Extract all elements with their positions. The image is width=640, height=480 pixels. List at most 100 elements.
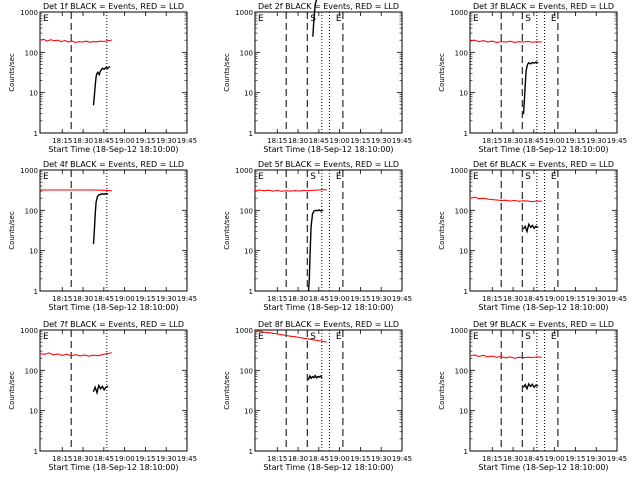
data-point xyxy=(53,40,55,42)
data-point xyxy=(527,40,529,43)
data-point xyxy=(105,386,107,388)
y-tick-label: 100 xyxy=(25,367,38,375)
data-point xyxy=(500,355,502,358)
data-point xyxy=(57,353,59,355)
event-annotation: E xyxy=(473,332,479,342)
data-point xyxy=(524,384,526,386)
data-point xyxy=(308,278,310,280)
data-point xyxy=(97,71,99,73)
data-point xyxy=(491,198,493,201)
chart-title: Det 3f BLACK = Events, RED = LLD xyxy=(473,2,614,11)
data-point xyxy=(482,40,484,42)
y-tick-label: 100 xyxy=(240,367,253,375)
data-point xyxy=(103,389,105,391)
y-axis-label: Counts/sec xyxy=(8,211,16,250)
y-tick-label: 100 xyxy=(240,49,253,57)
data-point xyxy=(314,375,316,377)
x-tick-label: 19:00 xyxy=(330,137,350,145)
x-tick-label: 19:30 xyxy=(371,295,391,303)
x-tick-label: 18:15 xyxy=(267,455,287,463)
data-point xyxy=(95,201,97,203)
data-point xyxy=(528,383,530,385)
data-point xyxy=(276,333,278,335)
data-point xyxy=(522,228,525,230)
x-tick-label: 19:30 xyxy=(586,455,606,463)
data-point xyxy=(272,332,274,334)
data-point xyxy=(254,189,256,192)
data-point xyxy=(496,41,498,44)
x-axis-label: Start Time (18-Sep-12 18:10:00) xyxy=(48,303,178,312)
data-point xyxy=(107,67,109,69)
chart-title: Det 2f BLACK = Events, RED = LLD xyxy=(258,2,399,11)
data-point xyxy=(95,76,97,78)
data-point xyxy=(307,378,310,380)
data-point xyxy=(319,375,322,377)
x-tick-label: 18:30 xyxy=(503,295,523,303)
x-tick-label: 18:15 xyxy=(52,295,72,303)
data-point xyxy=(94,213,96,215)
x-tick-label: 19:30 xyxy=(156,455,176,463)
data-point xyxy=(509,40,511,42)
data-point xyxy=(540,356,542,358)
y-tick-label: 1 xyxy=(249,448,253,456)
x-tick-label: 19:30 xyxy=(156,295,176,303)
x-tick-label: 19:00 xyxy=(545,295,565,303)
y-tick-label: 10 xyxy=(244,408,253,416)
data-point xyxy=(533,386,535,388)
data-point xyxy=(263,331,265,333)
x-tick-label: 19:30 xyxy=(586,137,606,145)
y-tick-label: 100 xyxy=(25,207,38,215)
data-point xyxy=(307,290,310,292)
chart-title: Det 5f BLACK = Events, RED = LLD xyxy=(258,160,399,169)
data-point xyxy=(535,384,537,386)
data-point xyxy=(513,41,516,44)
data-point xyxy=(101,67,103,69)
plot-frame xyxy=(39,169,188,292)
data-point xyxy=(487,356,489,358)
x-tick-label: 18:30 xyxy=(503,137,523,145)
data-point xyxy=(101,189,103,191)
data-point xyxy=(318,209,320,211)
data-point xyxy=(93,230,95,233)
event-annotation: E xyxy=(473,14,479,24)
data-point xyxy=(524,84,526,87)
data-point xyxy=(254,331,256,333)
data-point xyxy=(99,40,102,42)
x-tick-label: 19:45 xyxy=(392,455,412,463)
event-annotation: E xyxy=(258,332,264,342)
x-tick-label: 18:45 xyxy=(524,295,544,303)
data-point xyxy=(64,40,66,42)
x-tick-label: 18:45 xyxy=(94,137,114,145)
event-annotation: E xyxy=(43,172,49,182)
y-tick-label: 1000 xyxy=(20,327,38,335)
y-tick-label: 1 xyxy=(34,288,38,296)
data-point xyxy=(496,199,498,201)
data-point xyxy=(316,189,318,191)
data-point xyxy=(110,352,112,354)
data-point xyxy=(478,355,480,358)
data-point xyxy=(531,224,533,227)
y-axis-label: Counts/sec xyxy=(8,53,16,92)
y-tick-label: 1000 xyxy=(235,327,253,335)
x-tick-label: 19:00 xyxy=(330,295,350,303)
data-point xyxy=(473,354,476,356)
data-point xyxy=(61,189,63,191)
data-point xyxy=(527,356,529,358)
x-tick-label: 19:00 xyxy=(545,137,565,145)
data-point xyxy=(61,354,63,356)
data-point xyxy=(96,392,98,394)
event-annotation: E xyxy=(551,332,557,342)
x-axis-label: Start Time (18-Sep-12 18:10:00) xyxy=(478,303,608,312)
data-point xyxy=(107,193,109,195)
data-point xyxy=(313,20,315,22)
plot-frame xyxy=(254,329,403,452)
data-point xyxy=(505,357,507,359)
data-point xyxy=(39,39,41,41)
data-point xyxy=(535,225,537,227)
data-point xyxy=(313,210,315,212)
data-point xyxy=(526,388,528,390)
data-point xyxy=(110,190,112,192)
x-axis-label: Start Time (18-Sep-12 18:10:00) xyxy=(48,463,178,472)
y-tick-label: 1000 xyxy=(20,9,38,17)
